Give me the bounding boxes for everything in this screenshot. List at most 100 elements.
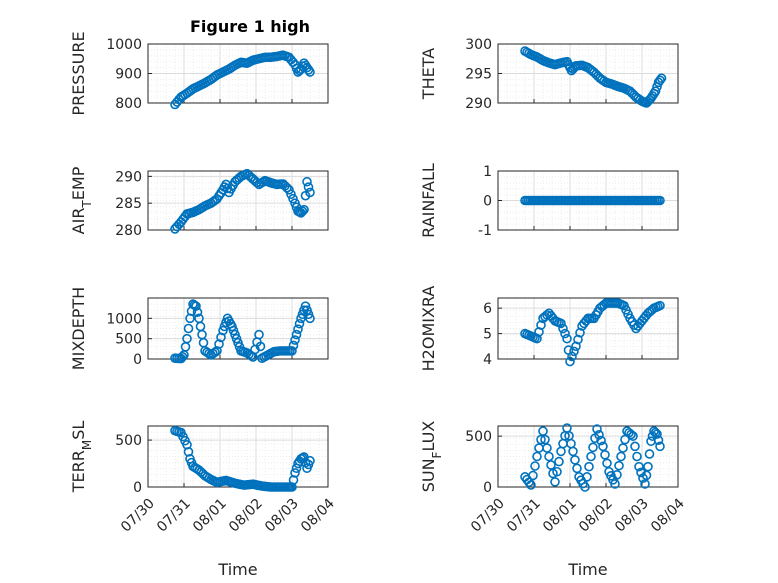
data-point [297, 206, 308, 217]
data-point [290, 468, 300, 478]
data-point [560, 328, 570, 339]
data-point [532, 451, 542, 462]
axes-box [147, 170, 329, 231]
data-point [562, 333, 572, 344]
data-point [288, 193, 298, 204]
data-point [628, 431, 638, 441]
data-point [567, 351, 577, 362]
data-point [542, 443, 552, 453]
data-point [650, 86, 661, 96]
data-point [655, 441, 665, 452]
x-axis-label: Time [567, 560, 607, 579]
subplot-mixdepth: 0 500 1000 MIXDEPTH [69, 287, 329, 370]
subplot-rainfall: -1 0 1 RAINFALL [419, 163, 679, 239]
data-point [584, 461, 594, 472]
data-point [290, 335, 300, 345]
data-point [641, 470, 652, 481]
data-point [653, 435, 664, 446]
data-point [182, 333, 192, 344]
data-series [520, 298, 665, 367]
y-tick-label: -1 [478, 223, 492, 239]
data-point [634, 461, 644, 472]
data-point [305, 313, 315, 324]
data-point [544, 451, 554, 462]
data-point [594, 430, 604, 440]
data-point [303, 65, 314, 75]
x-axis-label: Time [217, 560, 257, 579]
data-point [287, 346, 297, 356]
subplot-h2omixra: 4 5 6 H2OMIXRA [419, 286, 679, 372]
data-series [170, 299, 315, 364]
data-point [616, 451, 626, 462]
data-point [558, 323, 568, 334]
data-point [620, 434, 630, 445]
y-tick-label: 6 [483, 301, 492, 317]
y-tick-label: 285 [115, 196, 142, 212]
data-point [254, 329, 264, 340]
data-point [570, 455, 580, 465]
data-point [655, 300, 665, 311]
data-series [170, 50, 315, 110]
data-point [204, 348, 214, 359]
data-point [299, 204, 309, 215]
data-point [618, 443, 628, 453]
y-axis-label: TERRMSL [69, 421, 94, 494]
y-tick-label: 800 [115, 96, 142, 112]
data-series [520, 423, 665, 492]
y-axis-label: THETA [419, 48, 438, 100]
y-axis-label: H2OMIXRA [419, 286, 438, 372]
data-point [655, 195, 665, 206]
grid [497, 425, 679, 488]
data-point [294, 318, 305, 329]
data-point [210, 347, 220, 358]
data-point [602, 458, 612, 469]
data-point [540, 434, 550, 445]
y-tick-label: 295 [465, 67, 492, 83]
y-tick-label: 290 [465, 96, 492, 112]
data-point [580, 482, 590, 492]
data-point [536, 434, 546, 445]
data-point [655, 75, 665, 86]
data-point [610, 479, 620, 489]
data-point [556, 318, 566, 329]
data-point [191, 301, 201, 311]
data-point [554, 456, 564, 467]
data-point [644, 449, 655, 459]
data-series [520, 195, 665, 206]
axes-box [147, 297, 329, 360]
data-point [286, 189, 296, 200]
data-point [568, 446, 578, 457]
data-point [552, 466, 562, 477]
data-point [546, 460, 556, 470]
data-point [192, 307, 203, 318]
data-point [293, 324, 303, 334]
axes-box [497, 297, 679, 360]
data-point [652, 429, 662, 439]
data-point [632, 451, 642, 462]
data-point [596, 435, 606, 446]
y-axis-label: PRESSURE [69, 31, 88, 115]
data-point [526, 480, 536, 490]
data-series [170, 425, 315, 492]
y-tick-label: 1000 [106, 311, 142, 327]
subplot-pressure: 800 900 1000 PRESSURE [69, 31, 329, 116]
data-point [538, 426, 548, 436]
data-point [303, 182, 314, 192]
y-tick-label: 1000 [106, 37, 142, 53]
y-tick-label: 280 [115, 223, 142, 239]
y-tick-label: 0 [483, 480, 492, 496]
y-tick-label: 5 [483, 327, 492, 343]
y-tick-label: 1 [483, 164, 492, 180]
data-series [170, 168, 315, 234]
y-tick-label: 4 [483, 352, 492, 368]
data-point [600, 450, 610, 460]
y-axis-label: SUNFLUX [419, 421, 444, 493]
data-point [636, 467, 646, 478]
y-tick-label: 0 [133, 352, 142, 368]
y-tick-label: 0 [483, 194, 492, 210]
y-axis-label: AIRTEMP [69, 166, 94, 234]
data-point [305, 455, 315, 466]
data-point [177, 351, 188, 362]
data-series [520, 46, 667, 108]
